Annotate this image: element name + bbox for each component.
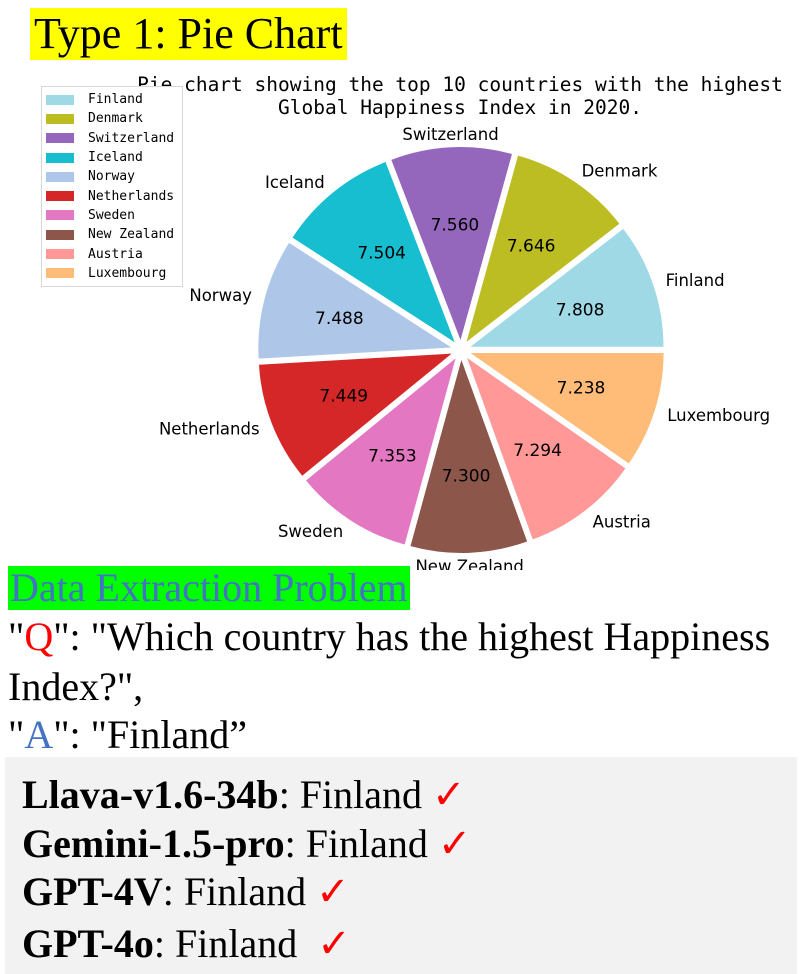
q-letter: Q — [24, 614, 54, 659]
pie-category-label: Netherlands — [159, 419, 260, 438]
legend-label: Austria — [88, 246, 143, 262]
legend-item: Finland — [42, 90, 182, 109]
pie-category-label: Norway — [189, 286, 252, 305]
pie-category-label: Switzerland — [402, 125, 498, 144]
model-name: GPT-4o — [22, 921, 154, 966]
answer: "A": "Finland” — [8, 710, 803, 760]
pie-value-label: 7.300 — [442, 467, 491, 487]
chart-title-line-2: Global Happiness Index in 2020. — [278, 96, 642, 119]
legend-label: Norway — [88, 169, 135, 185]
model-answer: : Finland — [162, 869, 307, 914]
pie-category-label: Finland — [666, 271, 725, 290]
pie-category-label: Austria — [593, 512, 651, 531]
checkmark-icon: ✓ — [432, 772, 466, 817]
pie-slice-new-zealand — [410, 359, 528, 553]
type-title: Type 1: Pie Chart — [30, 8, 347, 60]
pie-category-label: Luxembourg — [667, 406, 770, 425]
a-open-quote: " — [8, 712, 25, 757]
legend-label: Netherlands — [88, 188, 175, 204]
pie-slices — [258, 147, 664, 553]
legend-swatch — [46, 210, 74, 221]
question-text: ": "Which country has the highest Happin… — [8, 614, 771, 709]
pie-value-label: 7.560 — [431, 215, 480, 235]
pie-category-labels: Finland Denmark Switzerland Iceland Norway Ne… — [159, 125, 770, 570]
legend-swatch — [46, 268, 74, 279]
pie-slice-denmark — [466, 155, 620, 342]
model-answer-row: GPT-4o: Finland ✓ — [22, 920, 351, 968]
chart-legend: Finland Denmark Switzerland Iceland Norway Ne… — [41, 86, 183, 287]
model-name: Llava-v1.6-34b — [22, 772, 279, 817]
legend-item: Austria — [42, 244, 182, 263]
pie-category-label: Denmark — [582, 162, 658, 181]
pie-slice-luxembourg — [470, 352, 664, 464]
pie-value-label: 7.294 — [513, 441, 562, 461]
legend-swatch — [46, 229, 74, 240]
pie-category-label: Iceland — [265, 173, 325, 192]
answer-text: ": "Finland” — [53, 712, 247, 757]
legend-item: Switzerland — [42, 129, 182, 148]
pie-category-label: Sweden — [278, 522, 343, 541]
pie-value-label: 7.449 — [319, 387, 368, 407]
pie-slice-netherlands — [259, 353, 452, 476]
legend-item: Netherlands — [42, 186, 182, 205]
problem-banner: Data Extraction Problem — [8, 565, 410, 610]
pie-slice-austria — [467, 357, 626, 540]
pie-value-label: 7.808 — [556, 300, 605, 320]
legend-label: Finland — [88, 92, 143, 108]
model-name: GPT-4V — [22, 869, 163, 914]
pie-value-label: 7.238 — [557, 379, 606, 399]
checkmark-icon: ✓ — [317, 921, 351, 966]
pie-value-labels: 7.808 7.646 7.560 7.504 7.488 7.449 7.353 7.300… — [315, 215, 605, 486]
pie-chart: Pie chart showing the top 10 countries w… — [137, 73, 783, 570]
pie-value-label: 7.353 — [368, 446, 417, 466]
checkmark-icon: ✓ — [316, 869, 350, 914]
legend-swatch — [46, 191, 74, 202]
pie-category-label: New Zealand — [415, 557, 523, 570]
question: "Q": "Which country has the highest Happ… — [8, 612, 803, 712]
model-answer-row: GPT-4V: Finland ✓ — [22, 868, 350, 916]
legend-item: Luxembourg — [42, 264, 182, 283]
legend-label: Switzerland — [88, 130, 175, 146]
model-answer: : Finland — [278, 772, 423, 817]
pie-slice-finland — [470, 228, 664, 347]
legend-label: Iceland — [88, 150, 143, 166]
legend-item: Denmark — [42, 109, 182, 128]
pie-slice-norway — [258, 242, 452, 359]
q-open-quote: " — [8, 614, 25, 659]
model-answers-panel: Llava-v1.6-34b: Finland ✓ Gemini-1.5-pro:… — [5, 757, 797, 974]
model-answer-row: Gemini-1.5-pro: Finland ✓ — [22, 820, 471, 868]
a-letter: A — [24, 712, 54, 757]
legend-item: Sweden — [42, 206, 182, 225]
legend-swatch — [46, 94, 74, 105]
legend-label: Sweden — [88, 207, 135, 223]
chart-title-line-1: Pie chart showing the top 10 countries w… — [137, 73, 783, 96]
legend-label: New Zealand — [88, 227, 175, 243]
checkmark-icon: ✓ — [437, 821, 472, 866]
model-answer: : Finland — [284, 821, 428, 866]
legend-label: Luxembourg — [88, 265, 167, 281]
legend-swatch — [46, 152, 74, 163]
legend-swatch — [46, 113, 74, 124]
model-name: Gemini-1.5-pro — [22, 821, 285, 866]
model-answer-row: Llava-v1.6-34b: Finland ✓ — [22, 771, 466, 819]
legend-swatch — [46, 133, 74, 144]
legend-item: New Zealand — [42, 225, 182, 244]
pie-value-label: 7.504 — [357, 243, 406, 263]
pie-slice-iceland — [292, 162, 455, 343]
legend-item: Norway — [42, 167, 182, 186]
pie-value-label: 7.646 — [507, 237, 556, 257]
pie-slice-sweden — [306, 358, 456, 545]
pie-slice-switzerland — [391, 147, 512, 341]
legend-item: Iceland — [42, 148, 182, 167]
legend-label: Denmark — [88, 111, 143, 127]
model-answer: : Finland — [153, 921, 308, 966]
legend-swatch — [46, 249, 74, 260]
pie-value-label: 7.488 — [315, 309, 364, 329]
legend-swatch — [46, 171, 74, 182]
